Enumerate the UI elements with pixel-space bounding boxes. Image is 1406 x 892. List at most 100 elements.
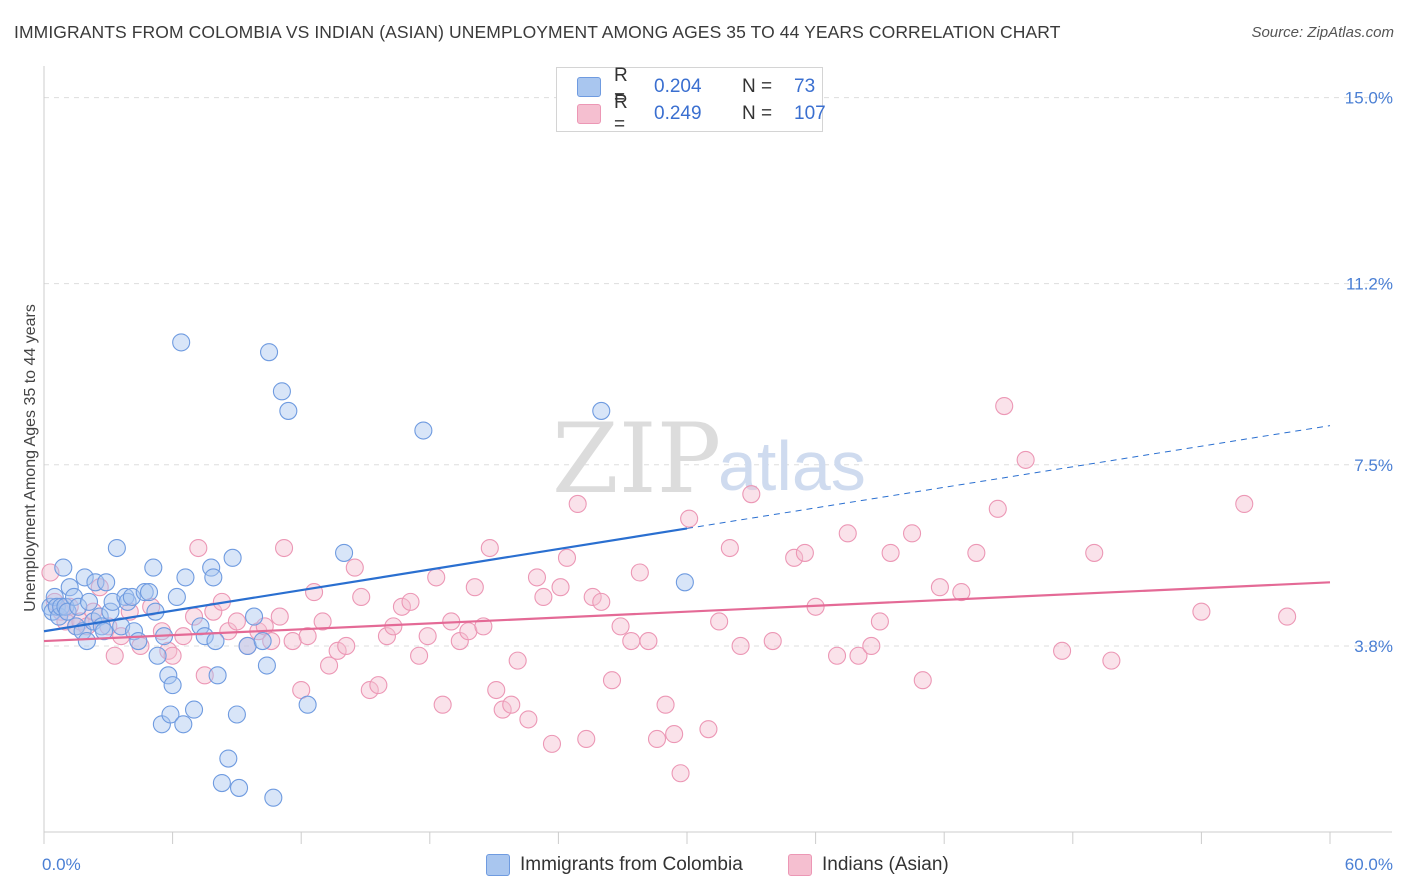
- data-point: [124, 622, 144, 641]
- data-point: [611, 617, 630, 636]
- data-point: [159, 666, 178, 685]
- legend-item-colombia[interactable]: Immigrants from Colombia: [486, 852, 743, 878]
- data-point: [283, 632, 302, 651]
- data-point: [731, 636, 750, 655]
- data-point: [172, 333, 191, 352]
- data-point: [161, 705, 180, 724]
- data-point: [870, 612, 889, 631]
- data-point: [257, 656, 276, 675]
- legend-item-indians[interactable]: Indians (Asian): [788, 852, 949, 878]
- data-point: [195, 666, 214, 685]
- legend-n-label: N =: [742, 76, 773, 97]
- data-point: [881, 543, 900, 562]
- legend-r-label: R =: [614, 65, 628, 108]
- data-point: [79, 592, 99, 611]
- data-point: [238, 636, 257, 655]
- data-point: [414, 421, 433, 440]
- data-point: [720, 538, 739, 558]
- data-point: [392, 597, 411, 616]
- data-point: [270, 607, 289, 626]
- y-tick-label: 7.5%: [1354, 456, 1393, 475]
- legend-label-colombia: Immigrants from Colombia: [520, 854, 743, 875]
- data-point: [219, 749, 238, 768]
- data-point: [952, 583, 971, 602]
- data-point: [335, 543, 354, 562]
- legend-r-label: R =: [614, 92, 628, 135]
- data-point: [163, 646, 182, 665]
- legend-n-value: 73: [794, 76, 816, 97]
- data-point: [930, 578, 949, 597]
- data-point: [656, 695, 675, 714]
- data-point: [1102, 651, 1121, 670]
- legend-r-value: 0.204: [654, 76, 702, 97]
- data-point: [105, 646, 124, 665]
- data-point: [369, 676, 388, 695]
- data-point: [427, 568, 446, 587]
- data-point: [139, 583, 159, 602]
- data-point: [675, 573, 694, 592]
- data-point: [1016, 450, 1035, 469]
- data-point: [259, 343, 279, 362]
- data-point: [1278, 607, 1297, 626]
- legend-swatch-blue: [577, 77, 601, 97]
- data-point: [1085, 543, 1104, 562]
- data-point: [418, 627, 437, 646]
- legend-row-indians: R = 0.249 N = 107: [577, 92, 826, 135]
- data-point: [97, 573, 116, 592]
- data-point: [862, 636, 881, 655]
- data-point: [75, 568, 94, 587]
- watermark: ZIP atlas: [552, 403, 866, 515]
- data-point: [167, 587, 186, 607]
- data-point: [212, 773, 231, 793]
- data-point: [795, 543, 814, 562]
- data-point: [680, 509, 699, 528]
- trend-line-colombia: [43, 527, 688, 633]
- data-point: [174, 715, 193, 734]
- legend-r-value: 0.249: [654, 103, 702, 124]
- data-point: [647, 729, 667, 749]
- data-point: [913, 671, 932, 690]
- gridlines: [44, 97, 1392, 647]
- data-point: [592, 401, 611, 420]
- data-point: [639, 632, 658, 651]
- data-point: [630, 563, 649, 582]
- data-point: [189, 538, 208, 558]
- legend-swatch-pink: [788, 854, 812, 876]
- tick-labels: 3.8% 7.5% 11.2% 15.0% 0.0% 60.0%: [42, 89, 1393, 874]
- data-point: [184, 700, 204, 719]
- data-point: [298, 695, 317, 714]
- data-point: [313, 612, 332, 631]
- data-point: [223, 548, 242, 567]
- data-point: [77, 632, 96, 651]
- data-point: [264, 788, 283, 807]
- data-point: [86, 573, 105, 592]
- data-point: [502, 695, 521, 714]
- data-point: [298, 627, 317, 646]
- data-point: [227, 612, 246, 631]
- data-point: [69, 597, 88, 616]
- y-tick-label: 11.2%: [1346, 275, 1393, 294]
- y-tick-label: 3.8%: [1354, 637, 1393, 656]
- data-point: [129, 632, 148, 651]
- legend-label-indians: Indians (Asian): [822, 854, 949, 875]
- correlation-legend: R = 0.204 N = 73 R = 0.249 N = 107: [556, 65, 826, 135]
- data-point: [602, 671, 622, 690]
- data-point: [275, 538, 294, 558]
- chart-title: IMMIGRANTS FROM COLOMBIA VS INDIAN (ASIA…: [14, 22, 1061, 42]
- data-point: [377, 627, 396, 646]
- series-immigrants-colombia: [41, 333, 694, 807]
- data-point: [279, 401, 298, 420]
- data-point: [1053, 641, 1072, 660]
- data-point: [967, 543, 986, 562]
- data-point: [577, 729, 596, 749]
- data-point: [328, 641, 347, 660]
- data-point: [827, 646, 847, 665]
- data-point: [742, 485, 761, 504]
- data-point: [849, 646, 868, 665]
- data-point: [785, 548, 804, 567]
- data-point: [622, 632, 641, 651]
- data-point: [487, 680, 506, 700]
- data-point: [204, 568, 223, 587]
- watermark-atlas: atlas: [718, 427, 866, 505]
- data-point: [54, 558, 73, 577]
